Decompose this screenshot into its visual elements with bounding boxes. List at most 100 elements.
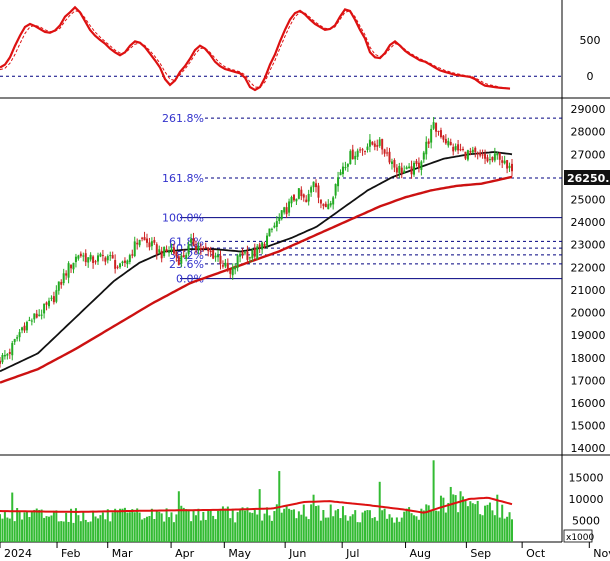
- volume-bar: [65, 512, 68, 542]
- volume-bar: [141, 519, 144, 542]
- volume-bar: [400, 517, 403, 542]
- candle-body: [413, 162, 416, 175]
- candle-body: [503, 160, 506, 164]
- candle-body: [437, 130, 440, 132]
- volume-y-tick-label: 10000: [569, 493, 604, 506]
- candle-body: [209, 250, 212, 253]
- price-y-tick-label: 14000: [571, 442, 606, 455]
- panel-frames: [0, 0, 610, 543]
- candle-body: [466, 150, 469, 160]
- candle-body: [13, 339, 16, 343]
- volume-bar: [408, 507, 411, 542]
- candle-body: [187, 244, 190, 255]
- volume-bar: [133, 512, 136, 542]
- volume-bar: [346, 520, 349, 542]
- candle-body: [18, 332, 21, 338]
- volume-bar: [72, 522, 75, 542]
- moving-average-short-line: [0, 151, 513, 373]
- oscillator-signal-line: [0, 10, 511, 90]
- volume-bar: [79, 521, 82, 542]
- volume-bar: [339, 518, 342, 542]
- volume-bar: [192, 510, 195, 542]
- volume-bar: [371, 518, 374, 542]
- volume-bar: [359, 522, 362, 542]
- volume-bar: [471, 503, 474, 542]
- volume-bar: [459, 491, 462, 542]
- candle-body: [337, 177, 340, 187]
- candle-body: [327, 204, 330, 210]
- volume-bar: [84, 519, 87, 542]
- candle-body: [21, 327, 24, 331]
- candle-body: [474, 147, 477, 153]
- candle-body: [292, 194, 295, 201]
- candle-body: [390, 161, 393, 164]
- volume-bar: [168, 517, 171, 542]
- volume-bar: [469, 501, 472, 542]
- volume-bar: [464, 500, 467, 542]
- fibonacci-level-label: 261.8%: [162, 112, 204, 125]
- fibonacci-level-label: 23.6%: [169, 258, 204, 271]
- candle-body: [341, 166, 344, 175]
- candle-body: [202, 247, 205, 249]
- candle-body: [214, 255, 217, 258]
- volume-bar: [288, 508, 291, 542]
- candle-body: [99, 253, 102, 257]
- candle-body: [471, 149, 474, 153]
- volume-bar: [368, 510, 371, 542]
- candle-body: [511, 163, 513, 172]
- candle-body: [8, 352, 11, 354]
- candle-body: [371, 141, 374, 145]
- volume-bar: [388, 514, 391, 542]
- volume-bar: [476, 500, 479, 542]
- volume-bar: [266, 507, 269, 542]
- volume-bar: [25, 511, 28, 542]
- candle-body: [388, 151, 391, 163]
- candle-body: [33, 313, 36, 320]
- candle-body: [70, 264, 73, 269]
- volume-bar: [170, 512, 173, 542]
- volume-bar: [165, 508, 168, 542]
- volume-bar: [43, 517, 46, 542]
- candle-body: [319, 199, 322, 204]
- x-axis-tick-label: May: [228, 547, 251, 560]
- volume-bar: [104, 519, 107, 542]
- volume-bar: [180, 505, 183, 542]
- candle-body: [488, 159, 491, 161]
- candle-body: [16, 337, 19, 339]
- price-y-tick-label: 29000: [571, 103, 606, 116]
- price-y-tick-label: 21000: [571, 284, 606, 297]
- candle-body: [479, 152, 482, 156]
- volume-bar: [417, 519, 420, 542]
- volume-bar: [437, 511, 440, 542]
- candle-body: [408, 166, 411, 169]
- candle-body: [197, 246, 200, 250]
- volume-bar: [258, 489, 261, 542]
- volume-bar: [45, 516, 48, 542]
- volume-bar: [466, 506, 469, 542]
- candle-body: [194, 245, 197, 250]
- volume-bar: [261, 520, 264, 542]
- candle-body: [354, 155, 357, 160]
- volume-bar: [74, 508, 77, 542]
- price-y-tick-label: 22000: [571, 261, 606, 274]
- x-axis-tick-label: Apr: [175, 547, 195, 560]
- volume-bar: [474, 504, 477, 542]
- oscillator-panel: 500 0: [0, 5, 601, 92]
- volume-bar: [319, 520, 322, 542]
- price-panel: 2900028000270002600025000240002300022000…: [0, 103, 606, 455]
- volume-bar: [435, 510, 438, 542]
- candle-body: [106, 256, 109, 261]
- candle-body: [270, 228, 273, 230]
- volume-bar: [302, 504, 305, 542]
- candle-body: [212, 249, 215, 259]
- volume-bar: [18, 511, 21, 542]
- volume-bar: [172, 522, 175, 542]
- candle-body: [145, 238, 148, 243]
- volume-bar: [77, 515, 80, 542]
- candle-body: [332, 197, 335, 205]
- candle-body: [381, 139, 384, 150]
- candle-body: [153, 240, 156, 243]
- candle-body: [359, 149, 362, 151]
- volume-bar: [214, 519, 217, 542]
- volume-bar: [344, 515, 347, 542]
